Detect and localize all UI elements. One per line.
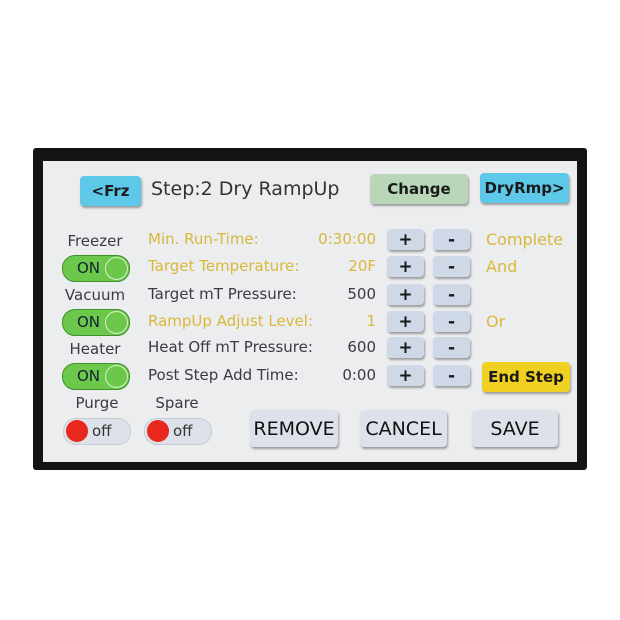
page-title: Step:2 Dry RampUp xyxy=(151,178,340,200)
decrement-button[interactable]: - xyxy=(433,229,470,250)
param-value: 0:00 xyxy=(342,366,376,384)
decrement-button[interactable]: - xyxy=(433,365,470,386)
increment-button[interactable]: + xyxy=(387,284,424,305)
toggle-knob xyxy=(105,365,128,388)
condition-or: Or xyxy=(486,312,506,331)
increment-button[interactable]: + xyxy=(387,229,424,250)
freezer-label: Freezer xyxy=(67,232,123,250)
toggle-state: ON xyxy=(77,367,101,385)
param-value: 20F xyxy=(348,257,376,275)
param-value: 0:30:00 xyxy=(318,230,376,248)
param-value: 600 xyxy=(347,338,376,356)
increment-button[interactable]: + xyxy=(387,311,424,332)
param-value: 500 xyxy=(347,285,376,303)
increment-button[interactable]: + xyxy=(387,337,424,358)
param-label: RampUp Adjust Level: xyxy=(148,312,313,330)
decrement-button[interactable]: - xyxy=(433,256,470,277)
toggle-state: off xyxy=(92,422,112,440)
prev-step-button[interactable]: <Frz xyxy=(80,176,141,206)
param-label: Post Step Add Time: xyxy=(148,366,299,384)
param-label: Heat Off mT Pressure: xyxy=(148,338,313,356)
remove-button[interactable]: REMOVE xyxy=(250,410,338,447)
param-label: Target Temperature: xyxy=(148,257,300,275)
toggle-knob xyxy=(105,311,128,334)
toggle-state: off xyxy=(173,422,193,440)
heater-toggle[interactable]: ON xyxy=(62,363,130,390)
toggle-knob xyxy=(147,420,169,442)
param-value: 1 xyxy=(366,312,376,330)
vacuum-label: Vacuum xyxy=(64,286,126,304)
toggle-knob xyxy=(105,257,128,280)
purge-toggle[interactable]: off xyxy=(63,418,131,445)
vacuum-toggle[interactable]: ON xyxy=(62,309,130,336)
decrement-button[interactable]: - xyxy=(433,311,470,332)
condition-and: And xyxy=(486,257,518,276)
toggle-knob xyxy=(66,420,88,442)
next-step-button[interactable]: DryRmp> xyxy=(480,173,569,203)
spare-label: Spare xyxy=(155,394,199,412)
freezer-toggle[interactable]: ON xyxy=(62,255,130,282)
purge-label: Purge xyxy=(75,394,119,412)
toggle-state: ON xyxy=(77,313,101,331)
heater-label: Heater xyxy=(69,340,121,358)
save-button[interactable]: SAVE xyxy=(472,410,558,447)
toggle-state: ON xyxy=(77,259,101,277)
end-step-button[interactable]: End Step xyxy=(482,362,570,392)
increment-button[interactable]: + xyxy=(387,256,424,277)
change-button[interactable]: Change xyxy=(370,174,468,204)
cancel-button[interactable]: CANCEL xyxy=(360,410,447,447)
increment-button[interactable]: + xyxy=(387,365,424,386)
decrement-button[interactable]: - xyxy=(433,337,470,358)
condition-complete: Complete xyxy=(486,230,564,249)
param-label: Target mT Pressure: xyxy=(148,285,297,303)
decrement-button[interactable]: - xyxy=(433,284,470,305)
param-label: Min. Run-Time: xyxy=(148,230,259,248)
spare-toggle[interactable]: off xyxy=(144,418,212,445)
